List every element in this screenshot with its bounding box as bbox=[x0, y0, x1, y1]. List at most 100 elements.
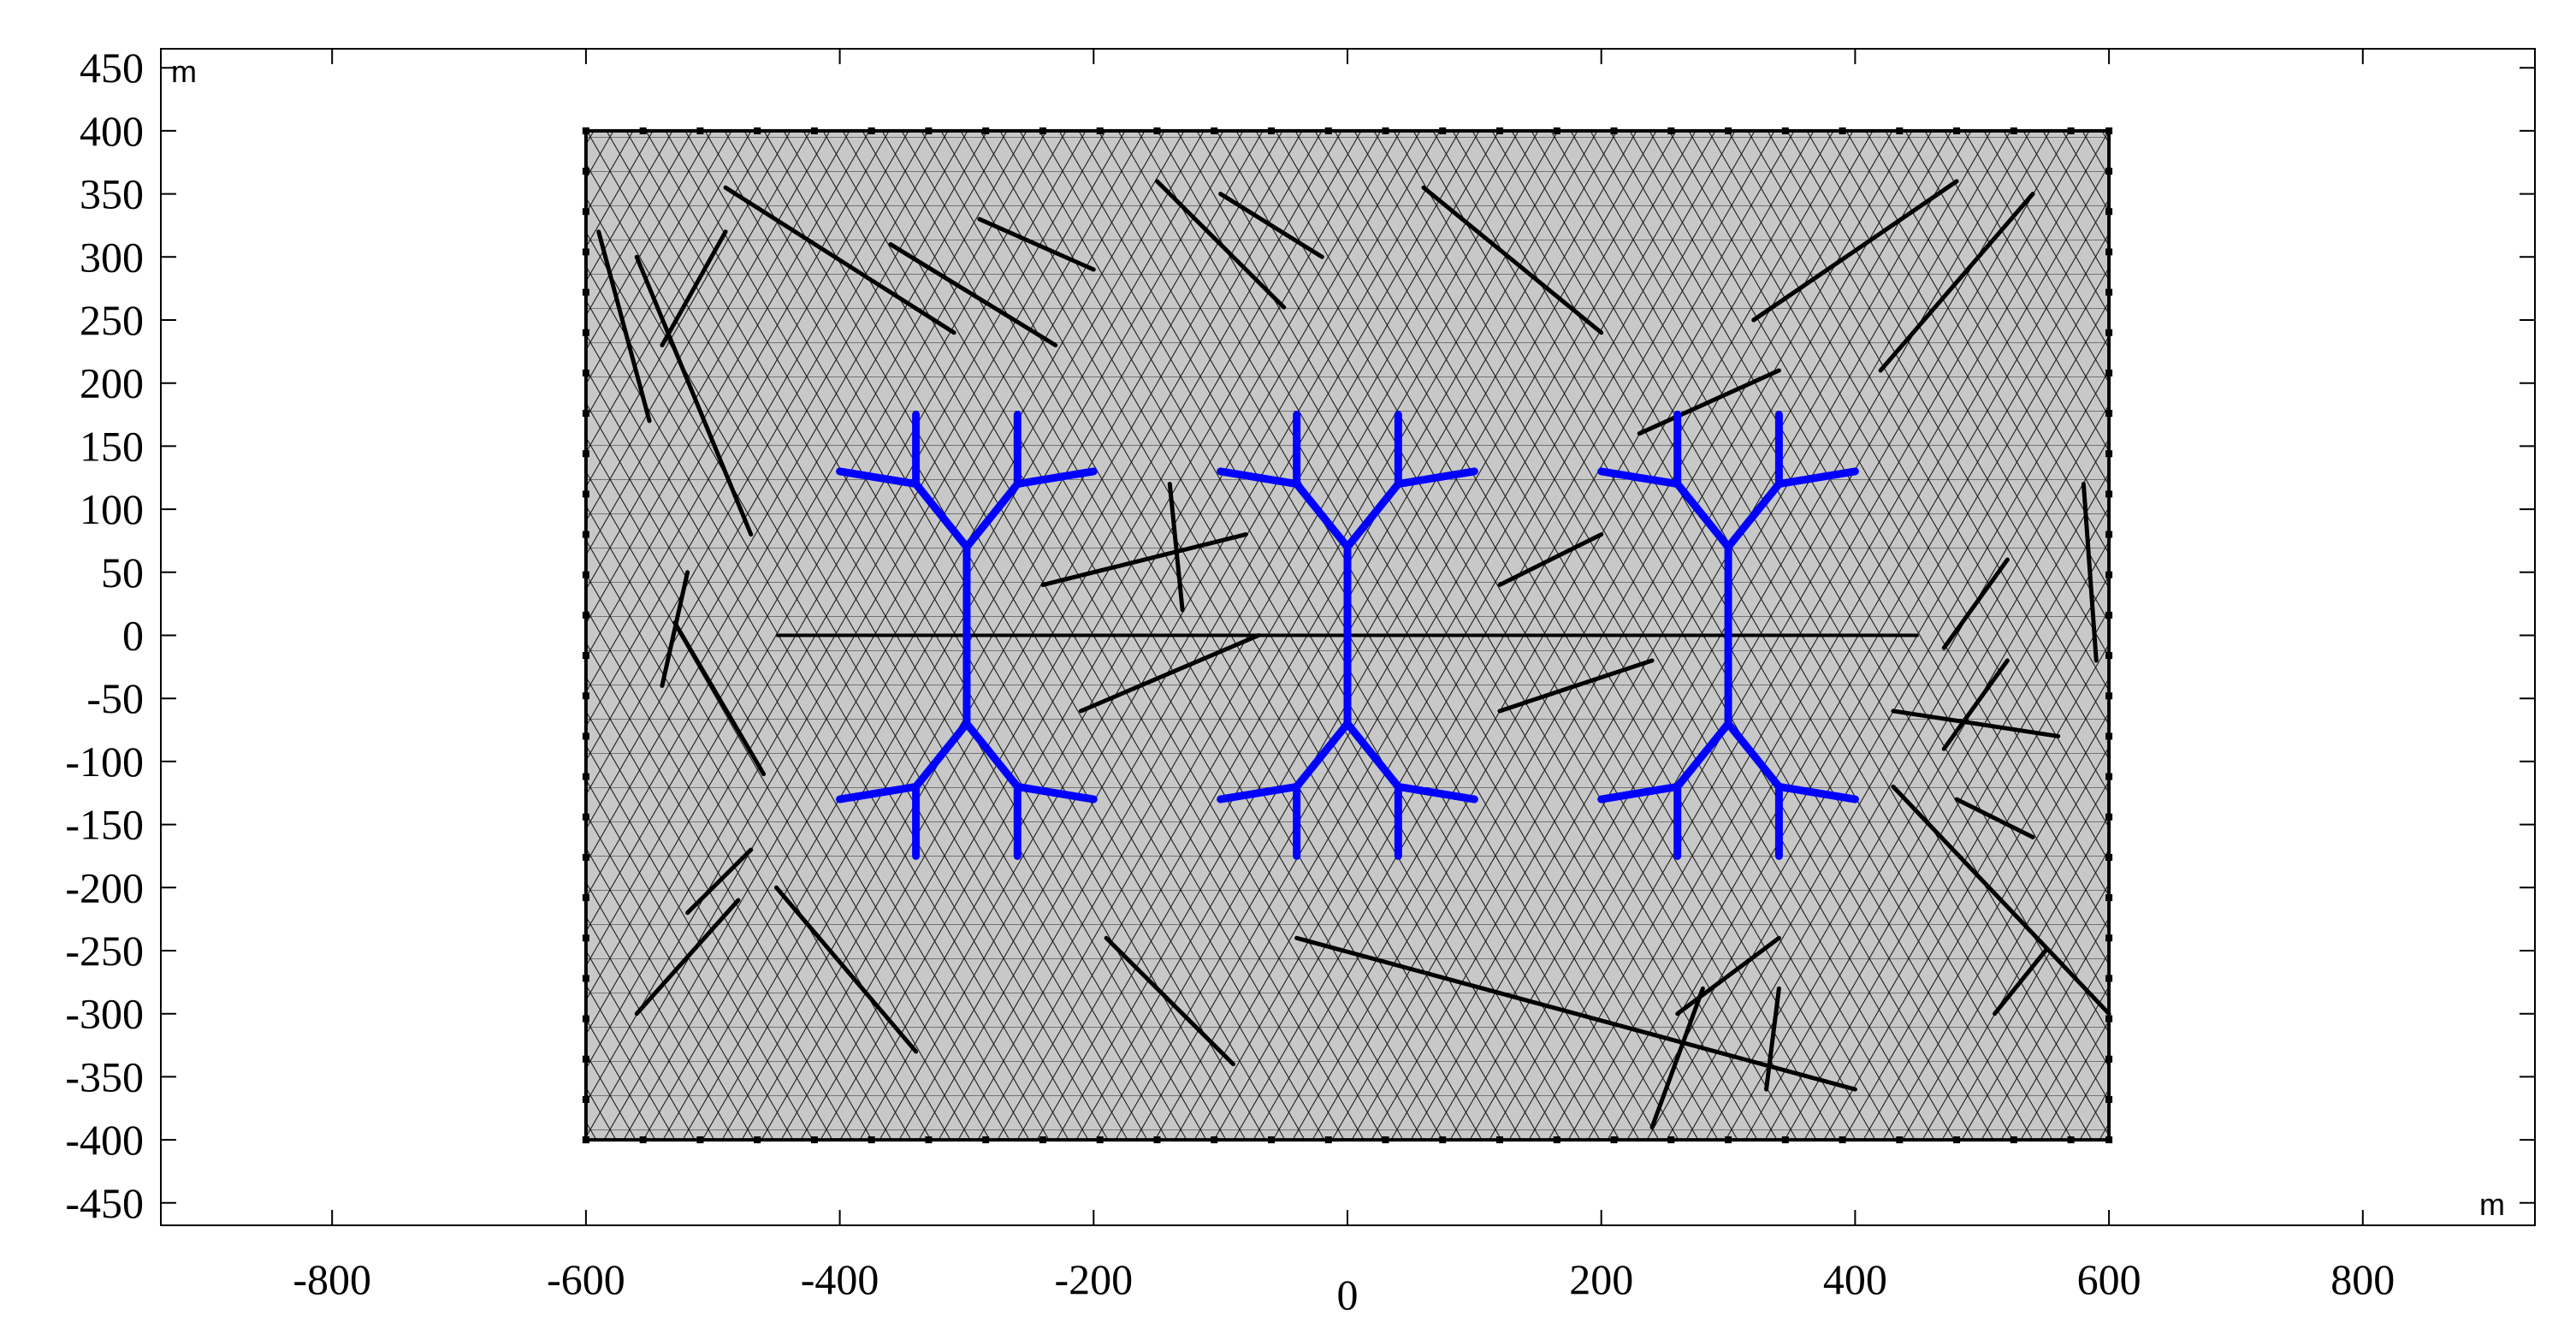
boundary-node bbox=[1039, 127, 1046, 134]
boundary-node bbox=[1839, 127, 1846, 134]
hydraulic-fracture-segment bbox=[1774, 782, 1859, 803]
y-tick-label: 150 bbox=[80, 422, 144, 470]
boundary-node bbox=[1096, 1136, 1104, 1144]
boundary-node bbox=[925, 127, 933, 134]
natural-fracture bbox=[977, 216, 1096, 272]
boundary-node bbox=[1439, 127, 1447, 134]
y-tick-label: 250 bbox=[80, 296, 144, 344]
boundary-node bbox=[582, 127, 589, 134]
boundary-node bbox=[582, 894, 589, 902]
boundary-node bbox=[810, 127, 818, 134]
boundary-node bbox=[1382, 1136, 1389, 1144]
hydraulic-fracture-segment bbox=[1217, 467, 1301, 489]
y-tick-label: -400 bbox=[65, 1116, 144, 1164]
boundary-node bbox=[582, 410, 589, 418]
boundary-node bbox=[2105, 773, 2113, 780]
boundary-node bbox=[1496, 127, 1504, 134]
boundary-node bbox=[1610, 1136, 1618, 1144]
boundary-node bbox=[582, 732, 589, 740]
x-tick-label: 600 bbox=[2077, 1255, 2141, 1303]
boundary-node bbox=[582, 571, 589, 578]
boundary-node bbox=[582, 450, 589, 458]
natural-fracture bbox=[596, 229, 652, 424]
natural-fracture bbox=[1497, 658, 1655, 714]
hydraulic-fracture-segment bbox=[912, 480, 971, 551]
hydraulic-fracture-segment bbox=[836, 782, 921, 803]
natural-fracture bbox=[1040, 532, 1248, 588]
natural-fracture bbox=[1421, 185, 1604, 335]
hydraulic-fracture-segment bbox=[1394, 467, 1478, 489]
boundary-node bbox=[1725, 1136, 1732, 1144]
natural-fracture bbox=[685, 847, 754, 916]
boundary-node bbox=[925, 1136, 933, 1144]
natural-fracture bbox=[1104, 935, 1235, 1067]
natural-fracture bbox=[1675, 935, 1781, 1017]
boundary-node bbox=[1153, 127, 1161, 134]
natural-fracture bbox=[1954, 797, 2035, 839]
boundary-node bbox=[754, 127, 761, 134]
boundary-node bbox=[1267, 127, 1275, 134]
boundary-node bbox=[2105, 490, 2113, 498]
boundary-node bbox=[2105, 571, 2113, 578]
hydraulic-fracture-segment bbox=[912, 720, 971, 791]
natural-fracture bbox=[1294, 935, 1857, 1092]
boundary-node bbox=[1667, 127, 1675, 134]
hydraulic-fracture-segment bbox=[836, 467, 921, 489]
boundary-node bbox=[1725, 127, 1732, 134]
boundary-node bbox=[696, 1136, 704, 1144]
boundary-node bbox=[1439, 1136, 1447, 1144]
boundary-node bbox=[1211, 1136, 1218, 1144]
boundary-node bbox=[1211, 127, 1218, 134]
natural-fracture bbox=[888, 242, 1058, 347]
boundary-node bbox=[582, 490, 589, 498]
boundary-node bbox=[582, 208, 589, 216]
natural-fracture bbox=[1218, 192, 1324, 259]
boundary-node bbox=[2010, 1136, 2017, 1144]
boundary-node bbox=[2105, 410, 2113, 418]
y-unit-label: m bbox=[171, 54, 197, 89]
natural-fracture bbox=[773, 885, 919, 1054]
boundary-node bbox=[582, 652, 589, 660]
hydraulic-fracture-segment bbox=[1774, 467, 1859, 489]
boundary-node bbox=[868, 1136, 875, 1144]
boundary-node bbox=[2105, 975, 2113, 982]
x-tick-label: 800 bbox=[2330, 1255, 2395, 1303]
y-tick-label: 50 bbox=[101, 548, 144, 596]
boundary-node bbox=[582, 1095, 589, 1103]
boundary-node bbox=[982, 1136, 990, 1144]
natural-fracture bbox=[634, 254, 754, 537]
natural-fracture bbox=[1891, 784, 2111, 1017]
boundary-node bbox=[582, 248, 589, 256]
boundary-node bbox=[1096, 127, 1104, 134]
boundary-node bbox=[1953, 127, 1961, 134]
boundary-node bbox=[1839, 1136, 1846, 1144]
hydraulic-fracture-segment bbox=[1343, 480, 1402, 551]
boundary-node bbox=[810, 1136, 818, 1144]
boundary-node bbox=[2105, 934, 2113, 942]
hydraulic-fracture-segment bbox=[1673, 480, 1732, 551]
natural-fracture bbox=[1891, 708, 2061, 738]
natural-fracture bbox=[1878, 192, 2035, 373]
boundary-node bbox=[582, 168, 589, 175]
y-tick-label: -350 bbox=[65, 1052, 144, 1100]
y-tick-label: -250 bbox=[65, 927, 144, 975]
boundary-node bbox=[2105, 894, 2113, 902]
x-tick-label: -200 bbox=[1054, 1255, 1133, 1303]
y-tick-label: 100 bbox=[80, 485, 144, 533]
boundary-node bbox=[2067, 1136, 2075, 1144]
boundary-node bbox=[2105, 168, 2113, 175]
boundary-node bbox=[2105, 853, 2113, 861]
boundary-node bbox=[1553, 127, 1560, 134]
boundary-node bbox=[1781, 127, 1789, 134]
hydraulic-fracture-segment bbox=[1293, 480, 1352, 551]
boundary-node bbox=[582, 369, 589, 376]
boundary-node bbox=[582, 934, 589, 942]
y-tick-label: -300 bbox=[65, 990, 144, 1038]
boundary-node bbox=[2010, 127, 2017, 134]
boundary-node bbox=[582, 1015, 589, 1023]
boundary-node bbox=[2105, 329, 2113, 336]
hydraulic-fracture-segment bbox=[1394, 782, 1478, 803]
boundary-node bbox=[582, 1136, 589, 1144]
hydraulic-fracture-segment bbox=[1293, 720, 1352, 791]
